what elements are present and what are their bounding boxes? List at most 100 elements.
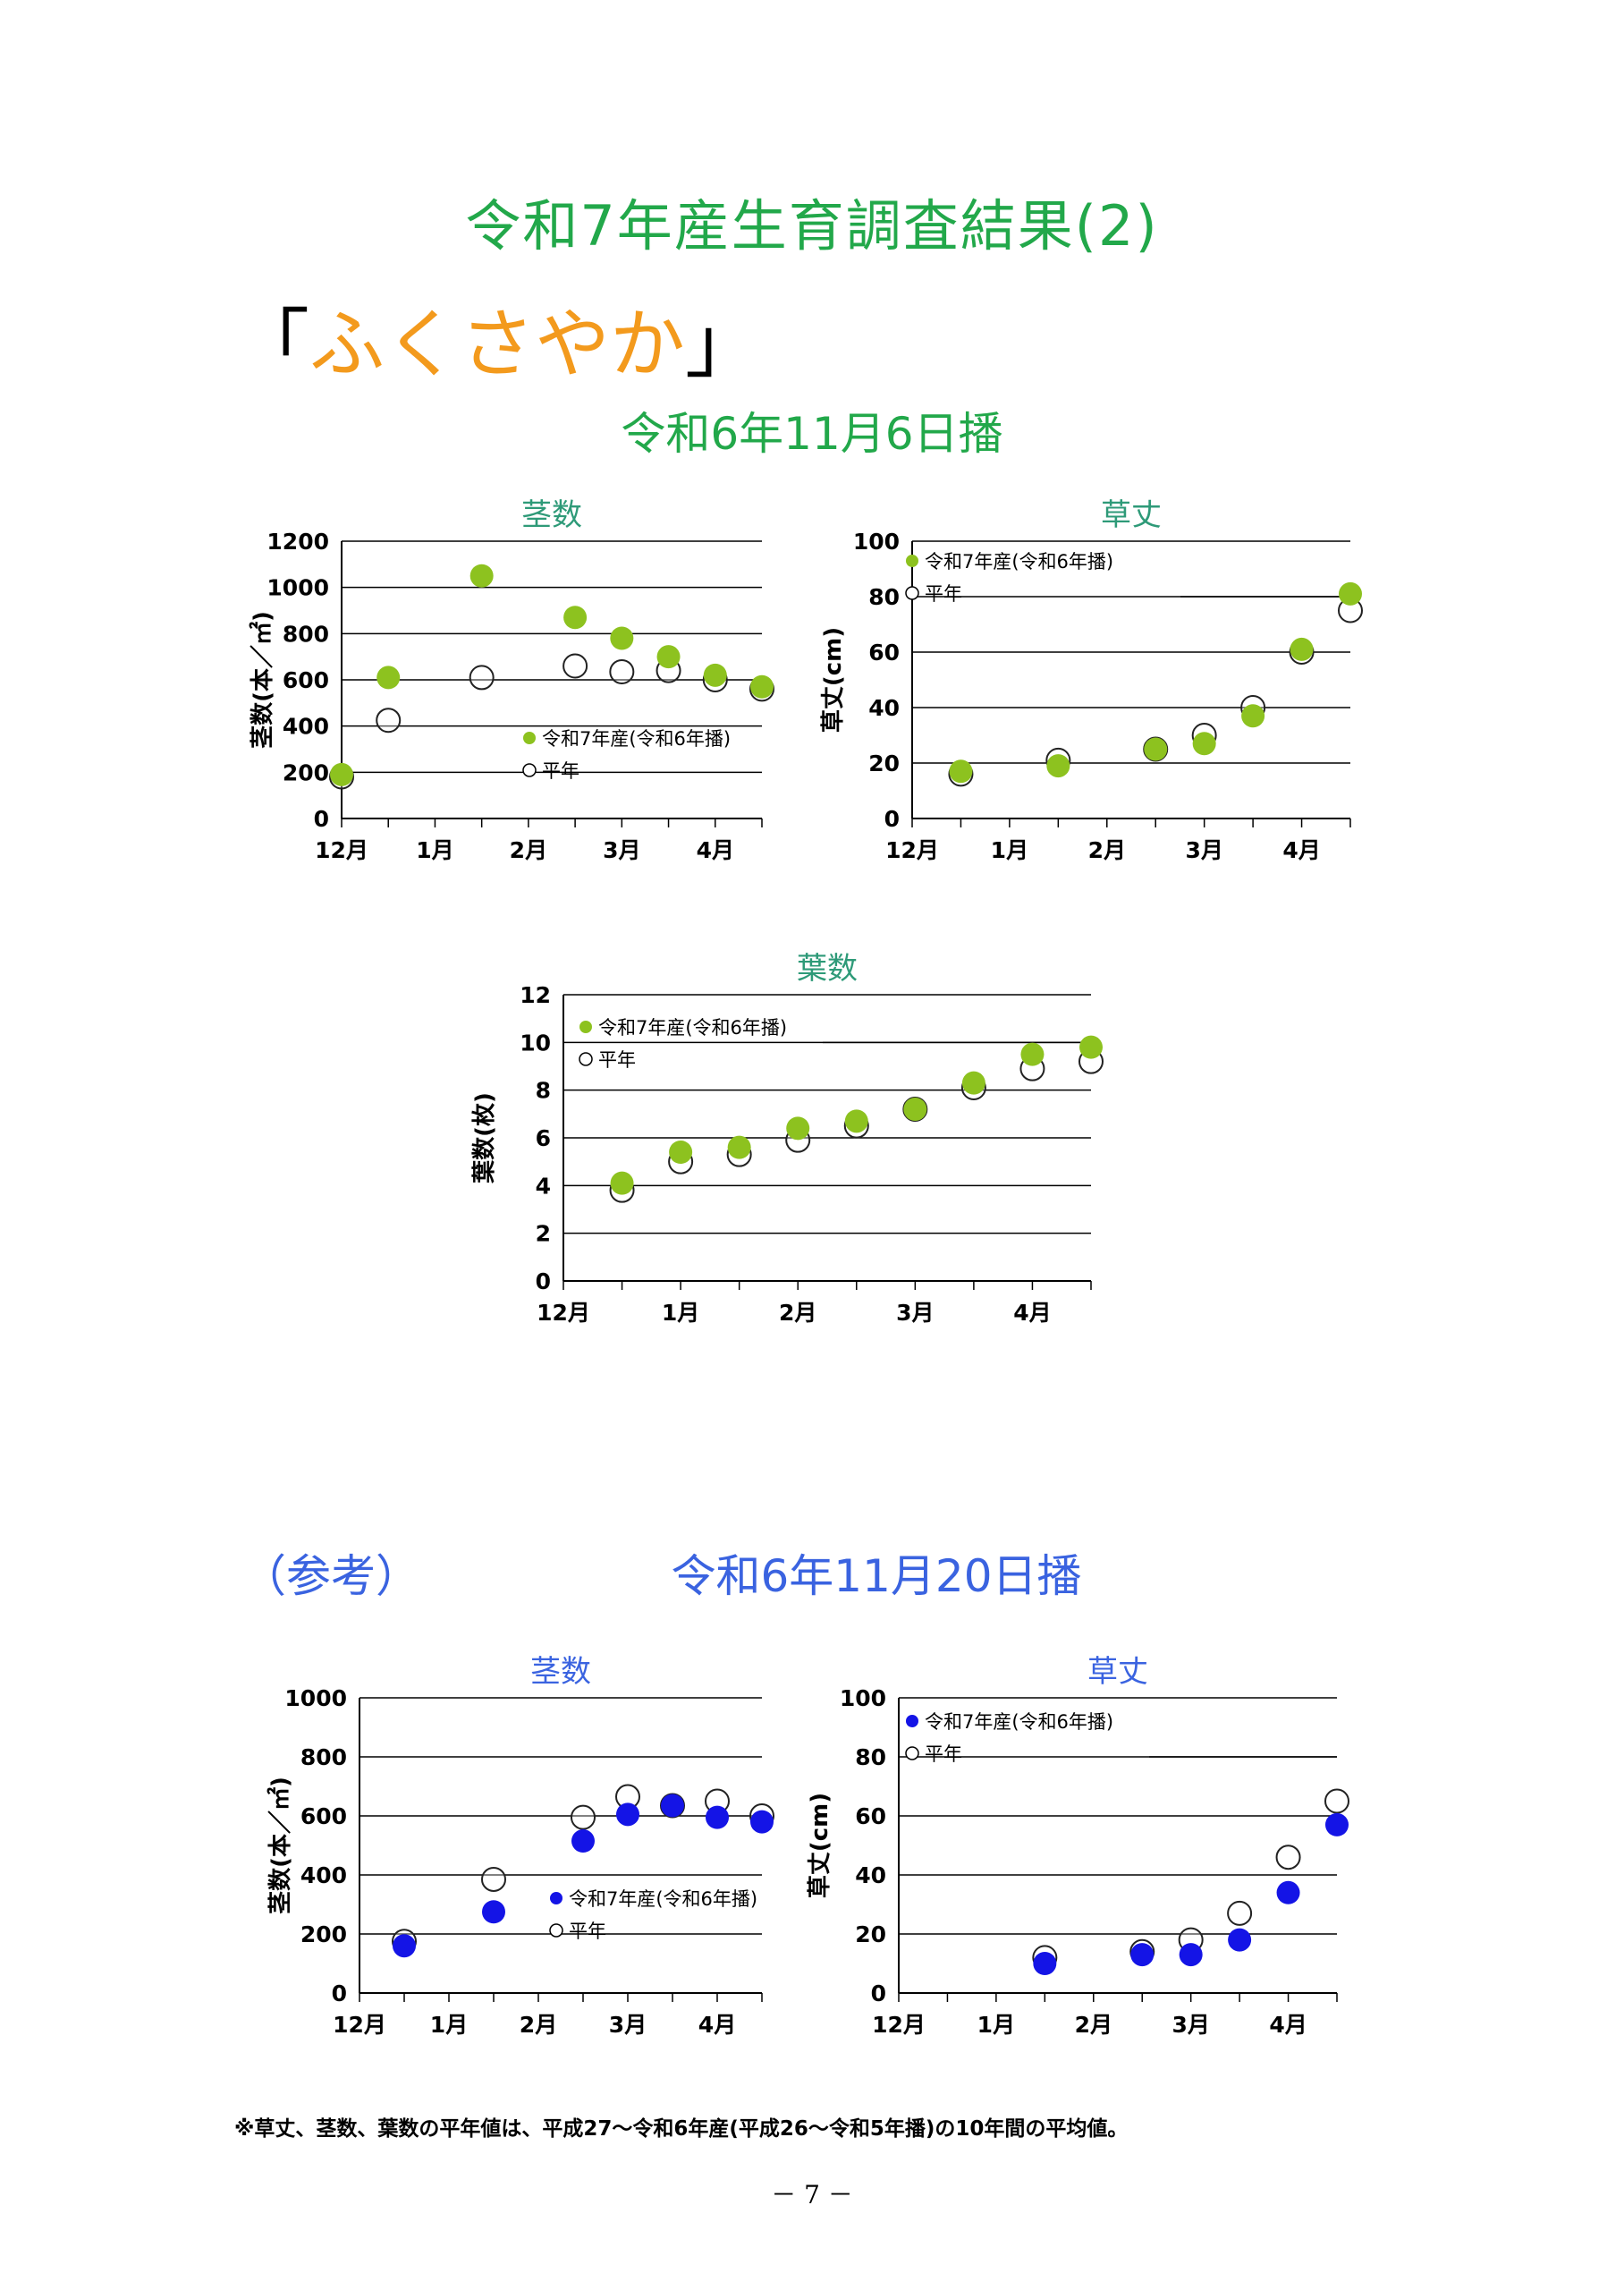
data-point-current — [1325, 1812, 1349, 1836]
data-point-current — [1079, 1035, 1103, 1059]
x-tick-label: 1月 — [991, 837, 1028, 863]
legend-marker — [579, 1021, 592, 1033]
x-tick-label: 3月 — [609, 2012, 647, 2038]
y-tick-label: 80 — [855, 1744, 886, 1770]
data-point-current — [1130, 1943, 1155, 1967]
data-point-current — [786, 1116, 810, 1141]
x-tick-label: 3月 — [603, 837, 640, 863]
data-point-average — [562, 653, 588, 679]
y-tick-label: 1200 — [266, 529, 329, 555]
x-tick-label: 1月 — [977, 2012, 1015, 2038]
data-point-current — [949, 759, 973, 784]
data-point-average — [1227, 1900, 1253, 1926]
data-point-average — [481, 1866, 506, 1892]
x-tick-label: 3月 — [1185, 837, 1222, 863]
x-tick-label: 4月 — [697, 837, 734, 863]
y-tick-label: 40 — [855, 1862, 886, 1888]
data-point-current — [750, 1810, 774, 1834]
data-point-current — [610, 1171, 634, 1195]
y-tick-label: 800 — [300, 1744, 347, 1770]
legend-label: 平年 — [569, 1921, 606, 1942]
data-point-average — [469, 665, 495, 691]
y-tick-label: 0 — [871, 1980, 886, 2006]
y-tick-label: 10 — [520, 1030, 551, 1056]
data-point-current — [1046, 754, 1070, 778]
data-point-average — [571, 1804, 596, 1830]
y-tick-label: 600 — [283, 667, 329, 693]
data-point-current — [1144, 737, 1168, 761]
y-tick-label: 100 — [840, 1685, 886, 1711]
x-tick-label: 1月 — [662, 1300, 699, 1326]
data-point-current — [703, 663, 727, 687]
data-point-current — [1192, 732, 1216, 756]
legend-label: 令和7年産(令和6年播) — [925, 551, 1113, 572]
x-tick-label: 2月 — [510, 837, 547, 863]
sowing-date-reference: 令和6年11月20日播 — [671, 1550, 1082, 1602]
x-tick-label: 1月 — [416, 837, 453, 863]
y-tick-label: 0 — [536, 1268, 551, 1294]
data-point-current — [656, 645, 681, 669]
data-point-current — [1241, 704, 1265, 728]
y-tick-label: 80 — [868, 584, 900, 610]
data-point-current — [563, 606, 588, 630]
plant-height-chart: 草丈 0 20 40 60 80 100 12月 1月 2月 3月 4月 草丈(cm) 令和7年産(令和6… — [820, 497, 1363, 863]
y-tick-label: 4 — [536, 1173, 551, 1199]
x-tick-label: 12月 — [333, 2012, 386, 2038]
legend-marker — [522, 763, 537, 777]
data-point-current — [1020, 1042, 1045, 1066]
chart-title: 葉数 — [797, 951, 858, 987]
legend-marker — [579, 1052, 593, 1066]
y-tick-label: 8 — [536, 1078, 551, 1104]
data-point-current — [1179, 1943, 1203, 1967]
plant-height-chart-reference: 草丈 0 20 40 60 80 100 12月 1月 2月 3月 4月 草丈(cm) 令和7年産(令和6… — [807, 1654, 1349, 2038]
x-tick-label: 12月 — [315, 837, 368, 863]
x-tick-label: 3月 — [896, 1300, 934, 1326]
data-point-current — [750, 674, 774, 699]
y-tick-label: 0 — [332, 1980, 347, 2006]
legend-label: 令和7年産(令和6年播) — [569, 1888, 757, 1910]
data-point-current — [961, 1071, 985, 1095]
data-point-current — [1276, 1880, 1300, 1904]
legend-marker — [905, 1746, 919, 1760]
chart-title: 草丈 — [1087, 1654, 1148, 1690]
data-point-average — [1324, 1788, 1349, 1814]
data-point-current — [330, 762, 353, 786]
page-number: － 7 － — [771, 2180, 853, 2209]
data-point-current — [1339, 581, 1362, 606]
x-tick-label: 2月 — [520, 2012, 557, 2038]
data-point-current — [610, 626, 634, 650]
x-tick-label: 12月 — [537, 1300, 590, 1326]
page-title: 令和7年産生育調査結果(2) — [465, 193, 1159, 259]
legend-label: 令和7年産(令和6年播) — [925, 1711, 1113, 1733]
leaf-count-chart: 葉数 0 2 4 6 8 10 12 12月 1月 2月 3月 4月 葉数(枚) 令和7年産(令和6年播) 平… — [471, 951, 1104, 1326]
x-tick-label: 4月 — [1282, 837, 1320, 863]
legend-label: 平年 — [925, 1743, 962, 1765]
y-tick-label: 1000 — [266, 575, 329, 601]
data-point-current — [393, 1934, 416, 1958]
y-tick-label: 1000 — [284, 1685, 347, 1711]
legend-marker — [550, 1892, 562, 1904]
x-tick-label: 12月 — [885, 837, 939, 863]
y-axis-label: 茎数(本／㎡) — [266, 1777, 294, 1914]
data-point-current — [482, 1900, 505, 1924]
data-point-current — [727, 1135, 751, 1159]
variety-open-bracket: 「 — [234, 301, 310, 388]
reference-label: （参考） — [241, 1550, 420, 1602]
legend-marker — [523, 732, 536, 744]
data-point-current — [571, 1829, 595, 1853]
legend-label: 平年 — [598, 1049, 636, 1071]
chart-title: 草丈 — [1101, 497, 1162, 533]
data-point-current — [669, 1141, 693, 1164]
x-tick-label: 2月 — [1075, 2012, 1112, 2038]
x-tick-label: 1月 — [430, 2012, 468, 2038]
x-tick-label: 2月 — [779, 1300, 816, 1326]
y-tick-label: 0 — [884, 806, 900, 832]
legend-marker — [906, 1715, 918, 1727]
data-point-current — [616, 1802, 639, 1827]
data-point-average — [1275, 1845, 1301, 1870]
data-point-current — [1033, 1952, 1057, 1975]
x-tick-label: 4月 — [1013, 1300, 1051, 1326]
chart-title: 茎数 — [521, 497, 582, 533]
legend-marker — [549, 1923, 563, 1938]
y-tick-label: 400 — [283, 714, 329, 740]
